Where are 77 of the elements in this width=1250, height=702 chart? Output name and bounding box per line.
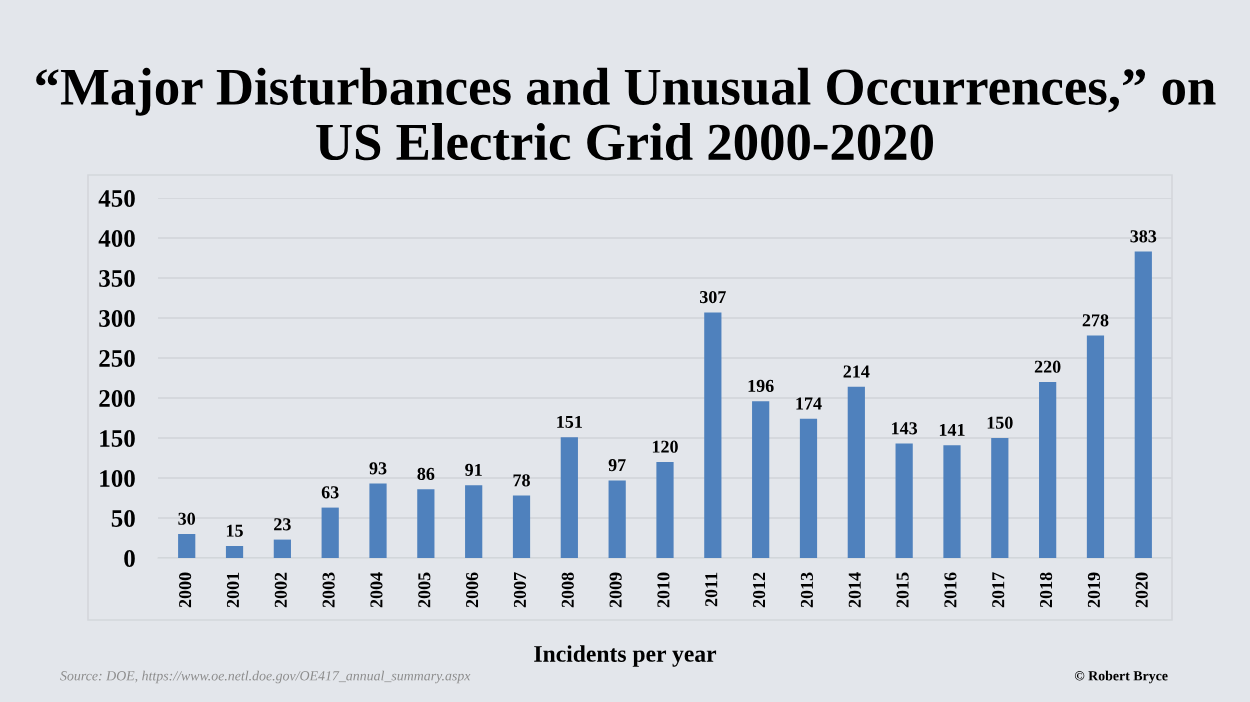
x-tick-label: 2008 <box>561 572 574 608</box>
x-tick-label: 2014 <box>848 572 861 608</box>
x-tick-label: 2009 <box>609 572 622 608</box>
x-tick-label: 2013 <box>800 572 814 608</box>
data-label: 97 <box>608 459 626 472</box>
x-axis-title: Incidents per year <box>534 645 717 667</box>
bar <box>799 418 818 558</box>
x-tick-label: 2020 <box>1135 572 1148 608</box>
y-tick-label: 100 <box>100 470 135 487</box>
data-label: 30 <box>178 512 196 525</box>
data-label: 150 <box>987 416 1013 429</box>
x-tick-label: 2016 <box>944 572 957 608</box>
x-tick-label: 2000 <box>179 572 192 608</box>
bar <box>560 437 578 558</box>
y-tick-label: 250 <box>99 350 135 367</box>
y-tick-label: 300 <box>99 310 135 327</box>
x-tick-label: 2010 <box>657 572 670 608</box>
data-label: 141 <box>939 423 965 436</box>
x-tick-label: 2005 <box>418 572 431 608</box>
data-label: 91 <box>465 463 482 476</box>
data-label: 278 <box>1082 314 1109 327</box>
bar <box>656 462 674 558</box>
bar <box>178 534 196 558</box>
data-label: 174 <box>796 397 822 410</box>
bar <box>1134 251 1152 558</box>
data-label: 383 <box>1130 230 1157 243</box>
x-tick-label: 2011 <box>705 572 718 607</box>
y-tick-label: 200 <box>99 390 135 407</box>
bar <box>847 386 865 558</box>
bar <box>752 401 770 558</box>
bar <box>369 483 387 558</box>
data-label: 15 <box>226 524 243 537</box>
bar <box>943 445 961 558</box>
x-tick-label: 2007 <box>513 572 527 608</box>
x-tick-label: 2012 <box>753 572 766 608</box>
x-tick-label: 2015 <box>896 572 909 608</box>
data-label: 93 <box>369 462 387 475</box>
data-label: 220 <box>1034 360 1061 373</box>
x-tick-label: 2004 <box>370 572 383 608</box>
bar <box>225 546 244 558</box>
y-tick-label: 50 <box>111 510 135 527</box>
y-tick-label: 150 <box>100 430 135 447</box>
data-label: 214 <box>843 365 870 378</box>
data-label: 151 <box>557 415 582 428</box>
source-note: Source: DOE, https://www.oe.netl.doe.gov/OE417_annual_summary.aspx <box>60 670 471 684</box>
bar <box>273 539 291 558</box>
bar <box>1086 335 1105 558</box>
x-tick-label: 2002 <box>274 572 287 608</box>
data-label: 78 <box>513 474 530 487</box>
x-tick-label: 2003 <box>322 572 335 608</box>
data-label: 23 <box>274 518 291 531</box>
data-label: 120 <box>652 440 678 453</box>
x-tick-label: 2018 <box>1039 572 1053 608</box>
data-label: 196 <box>748 379 774 392</box>
bar <box>608 480 626 558</box>
x-tick-label: 2001 <box>226 572 240 608</box>
bar <box>1039 382 1057 558</box>
y-tick-label: 450 <box>98 190 135 207</box>
x-tick-label: 2006 <box>466 572 479 608</box>
text: © Robert Bryce <box>1074 670 1168 684</box>
bar <box>321 507 339 558</box>
bar <box>512 495 531 558</box>
bar <box>895 443 913 558</box>
data-label: 307 <box>699 290 726 304</box>
data-label: 143 <box>892 422 918 435</box>
data-label: 63 <box>321 486 339 499</box>
y-tick-label: 0 <box>124 550 135 567</box>
chart-title: “Major Disturbances and Unusual Occurrences,” on US Electric Grid 2000-2020 <box>36 67 1216 161</box>
bar <box>465 485 483 558</box>
y-tick-label: 350 <box>99 270 135 287</box>
x-tick-label: 2017 <box>992 572 1005 608</box>
data-label: 86 <box>417 467 435 480</box>
bar <box>991 438 1009 558</box>
bar <box>704 312 722 558</box>
y-tick-label: 400 <box>98 230 135 247</box>
bar <box>417 489 435 558</box>
x-tick-label: 2019 <box>1087 572 1100 608</box>
